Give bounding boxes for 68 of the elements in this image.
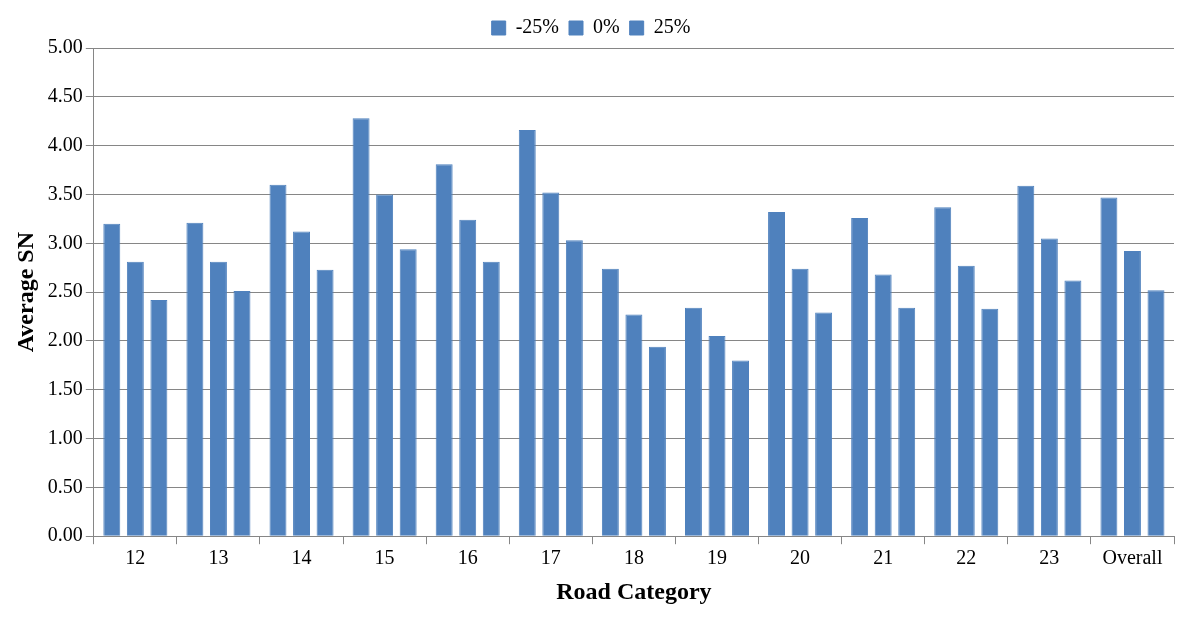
- bar: [981, 308, 999, 536]
- bar: [126, 261, 144, 536]
- y-tick-label: 0.00: [47, 523, 83, 546]
- bar: [352, 118, 370, 536]
- legend-label: 0%: [593, 15, 620, 38]
- x-tick-label: 22: [956, 546, 977, 569]
- bar: [233, 291, 251, 536]
- bar: [209, 261, 227, 536]
- bar: [851, 217, 869, 536]
- bar: [186, 222, 204, 536]
- y-tick-label: 0.50: [47, 474, 83, 497]
- y-tick-label: 2.00: [47, 328, 83, 351]
- y-tick-label: 4.50: [47, 84, 83, 107]
- bar: [957, 265, 975, 536]
- x-tick-label: 18: [623, 546, 644, 569]
- bar: [542, 192, 560, 536]
- y-axis-title: Average SN: [11, 231, 38, 353]
- x-tick-label: 17: [540, 546, 561, 569]
- bar: [1040, 238, 1058, 536]
- bar: [482, 261, 500, 536]
- legend-label: -25%: [515, 15, 560, 38]
- x-tick-label: 13: [208, 546, 229, 569]
- bar: [103, 223, 121, 536]
- bar: [150, 299, 168, 536]
- bar: [874, 274, 892, 536]
- x-tick-label: 20: [790, 546, 811, 569]
- bar: [565, 240, 583, 536]
- bar: [898, 307, 916, 536]
- y-tick-label: 1.50: [47, 376, 83, 399]
- legend-label: 25%: [653, 15, 691, 38]
- y-tick-label: 5.00: [47, 35, 83, 58]
- y-tick-label: 3.50: [47, 181, 83, 204]
- bar: [708, 336, 726, 536]
- y-tick-label: 2.50: [47, 279, 83, 302]
- x-tick-label: 23: [1039, 546, 1060, 569]
- bar: [625, 314, 643, 536]
- x-tick-label: 12: [125, 546, 146, 569]
- bar: [1100, 197, 1118, 536]
- x-tick-label: 16: [457, 546, 478, 569]
- bar: [459, 219, 477, 536]
- bar: [1064, 280, 1082, 536]
- x-tick-label: 19: [706, 546, 727, 569]
- bar: [601, 268, 619, 536]
- y-tick-label: 1.00: [47, 425, 83, 448]
- x-axis-title: Road Category: [556, 577, 712, 604]
- bar: [934, 207, 952, 536]
- y-tick-label: 3.00: [47, 230, 83, 253]
- bar: [518, 130, 536, 536]
- x-tick-label: 14: [291, 546, 312, 569]
- bar: [1147, 290, 1165, 536]
- bar: [768, 212, 786, 536]
- x-tick-label: Overall: [1102, 546, 1163, 569]
- bar: [815, 312, 833, 536]
- bar: [684, 307, 702, 536]
- bar: [435, 164, 453, 536]
- bar: [1017, 185, 1035, 536]
- bar: [376, 194, 394, 536]
- bar: [269, 184, 287, 536]
- x-tick-label: 15: [374, 546, 395, 569]
- bar: [1123, 251, 1141, 536]
- bar: [732, 360, 750, 536]
- bar: [316, 269, 334, 536]
- x-tick-label: 21: [873, 546, 894, 569]
- y-tick-label: 4.00: [47, 132, 83, 155]
- bar: [399, 249, 417, 536]
- bar: [293, 231, 311, 536]
- bar: [791, 268, 809, 536]
- bar: [648, 346, 666, 536]
